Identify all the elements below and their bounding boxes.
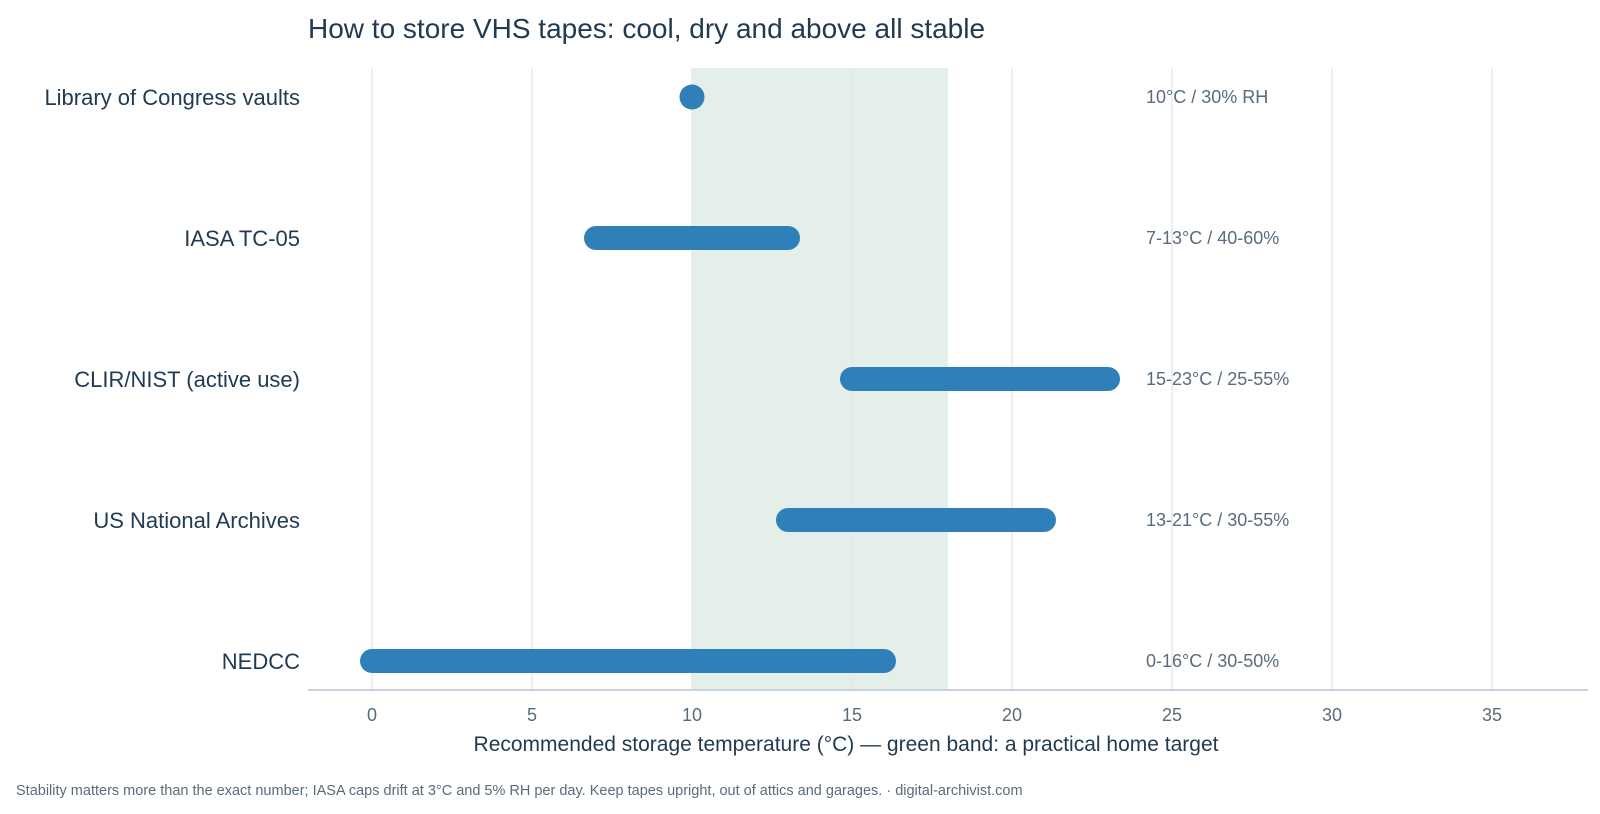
x-tick-label: 25 <box>1162 705 1182 725</box>
footnote: Stability matters more than the exact nu… <box>16 783 1023 799</box>
x-tick-label: 15 <box>842 705 862 725</box>
range-value-label: 10°C / 30% RH <box>1146 87 1268 107</box>
x-axis-label: Recommended storage temperature (°C) — g… <box>474 733 1219 756</box>
range-value-label: 13-21°C / 30-55% <box>1146 510 1289 530</box>
range-value-label: 7-13°C / 40-60% <box>1146 228 1279 248</box>
category-label: CLIR/NIST (active use) <box>74 367 300 392</box>
range-point <box>679 84 705 110</box>
x-tick-label: 30 <box>1322 705 1342 725</box>
category-label: IASA TC-05 <box>184 226 300 251</box>
x-tick-label: 5 <box>527 705 537 725</box>
range-value-label: 0-16°C / 30-50% <box>1146 651 1279 671</box>
range-value-label: 15-23°C / 25-55% <box>1146 369 1289 389</box>
x-tick-label: 10 <box>682 705 702 725</box>
x-tick-label: 20 <box>1002 705 1022 725</box>
category-label: Library of Congress vaults <box>44 85 300 110</box>
chart-title: How to store VHS tapes: cool, dry and ab… <box>308 13 985 44</box>
category-label: US National Archives <box>93 508 300 533</box>
category-label: NEDCC <box>222 649 300 674</box>
x-tick-label: 35 <box>1482 705 1502 725</box>
x-tick-label: 0 <box>367 705 377 725</box>
